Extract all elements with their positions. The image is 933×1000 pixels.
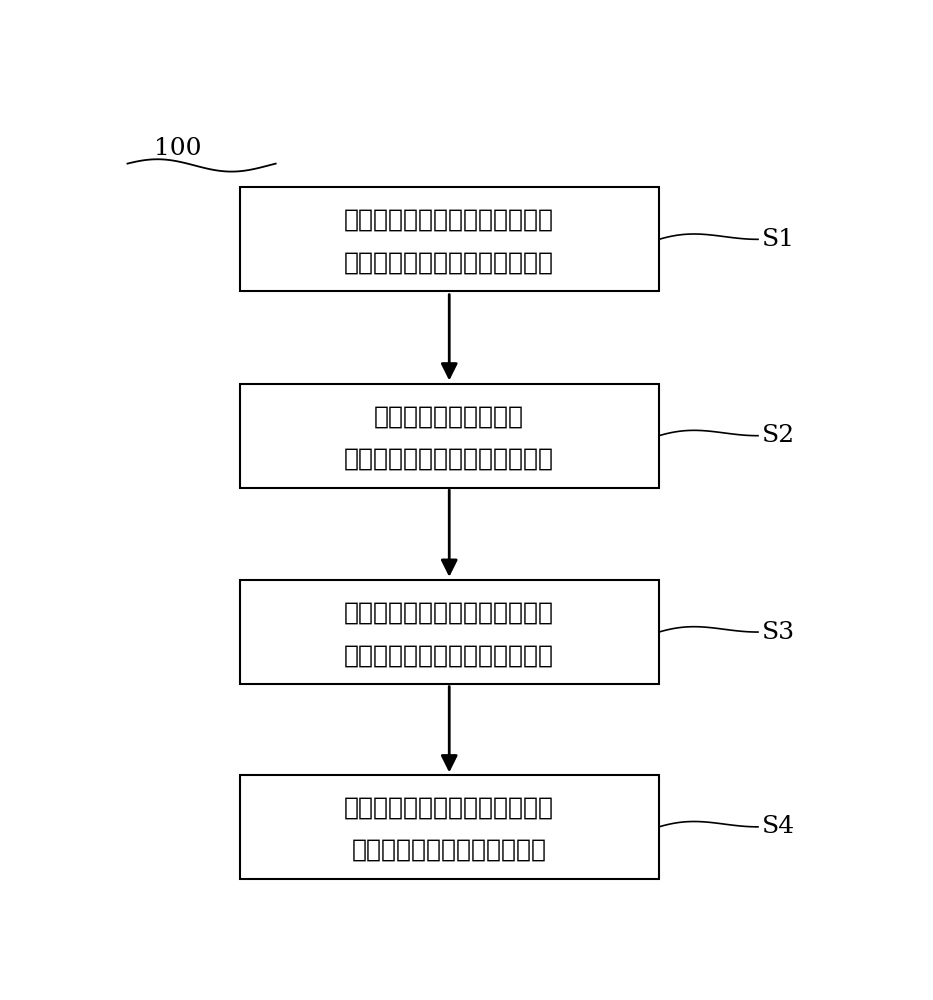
- Text: S2: S2: [762, 424, 796, 447]
- Bar: [240, 384, 659, 488]
- Text: ，处理得到三维膝关节数字模型: ，处理得到三维膝关节数字模型: [344, 447, 554, 471]
- Bar: [240, 775, 659, 879]
- Bar: [240, 187, 659, 291]
- Bar: [240, 580, 659, 684]
- Text: S1: S1: [762, 228, 795, 251]
- Text: 截骨定位件的三维工具数字模型: 截骨定位件的三维工具数字模型: [344, 643, 554, 667]
- Text: 100: 100: [154, 137, 202, 160]
- Text: 患者膝关节的三维解剖结构数据: 患者膝关节的三维解剖结构数据: [344, 250, 554, 274]
- Text: 根据三维解剖结构数据: 根据三维解剖结构数据: [374, 404, 524, 428]
- Text: 根据三维工具数字模型，创建截: 根据三维工具数字模型，创建截: [344, 796, 554, 820]
- Text: 接收以实时三维扫描方式获取的: 接收以实时三维扫描方式获取的: [344, 208, 554, 232]
- Text: 骨定位件的三维工具实体模型: 骨定位件的三维工具实体模型: [352, 838, 547, 862]
- Text: S4: S4: [762, 815, 796, 838]
- Text: S3: S3: [762, 621, 796, 644]
- Text: 根据三维膝关节数字模型，创建: 根据三维膝关节数字模型，创建: [344, 601, 554, 625]
